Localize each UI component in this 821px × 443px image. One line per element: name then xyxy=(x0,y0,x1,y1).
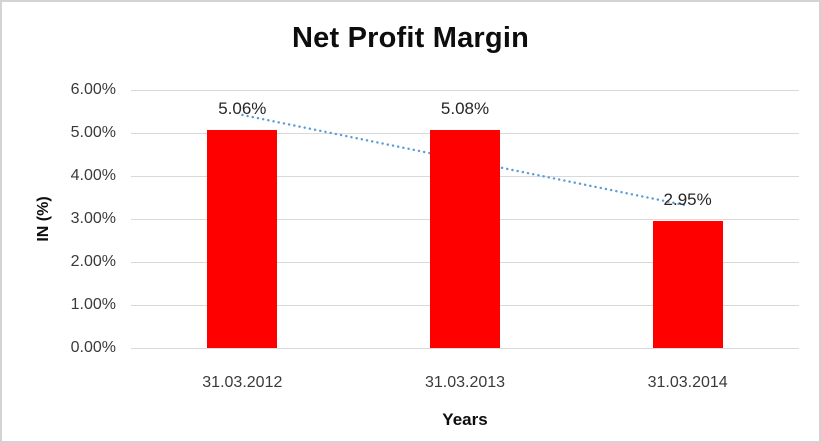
y-tick-label: 0.00% xyxy=(70,339,116,356)
y-tick-label: 5.00% xyxy=(70,124,116,141)
y-tick-label: 1.00% xyxy=(70,296,116,313)
bar xyxy=(430,129,500,348)
x-tick-label: 31.03.2012 xyxy=(202,374,283,391)
x-axis-title: Years xyxy=(442,410,488,429)
gridline xyxy=(131,89,799,91)
y-tick-label: 6.00% xyxy=(70,81,116,98)
bar-data-label: 5.06% xyxy=(218,99,267,119)
chart-title: Net Profit Margin xyxy=(291,22,529,54)
bar xyxy=(652,221,723,348)
y-tick-label: 2.00% xyxy=(70,253,116,270)
x-tick-label: 31.03.2014 xyxy=(647,374,728,391)
x-tick-label: 31.03.2013 xyxy=(424,374,506,391)
y-tick-label: 3.00% xyxy=(70,210,116,227)
bar xyxy=(207,130,278,348)
y-tick-label: 4.00% xyxy=(70,167,116,184)
x-axis-line xyxy=(131,347,799,349)
bar-data-label: 5.08% xyxy=(440,98,490,118)
bar-data-label: 2.95% xyxy=(663,190,712,210)
